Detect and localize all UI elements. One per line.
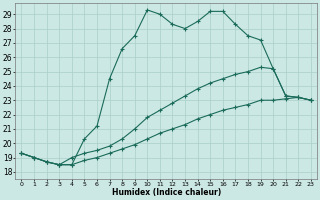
X-axis label: Humidex (Indice chaleur): Humidex (Indice chaleur) xyxy=(112,188,221,197)
